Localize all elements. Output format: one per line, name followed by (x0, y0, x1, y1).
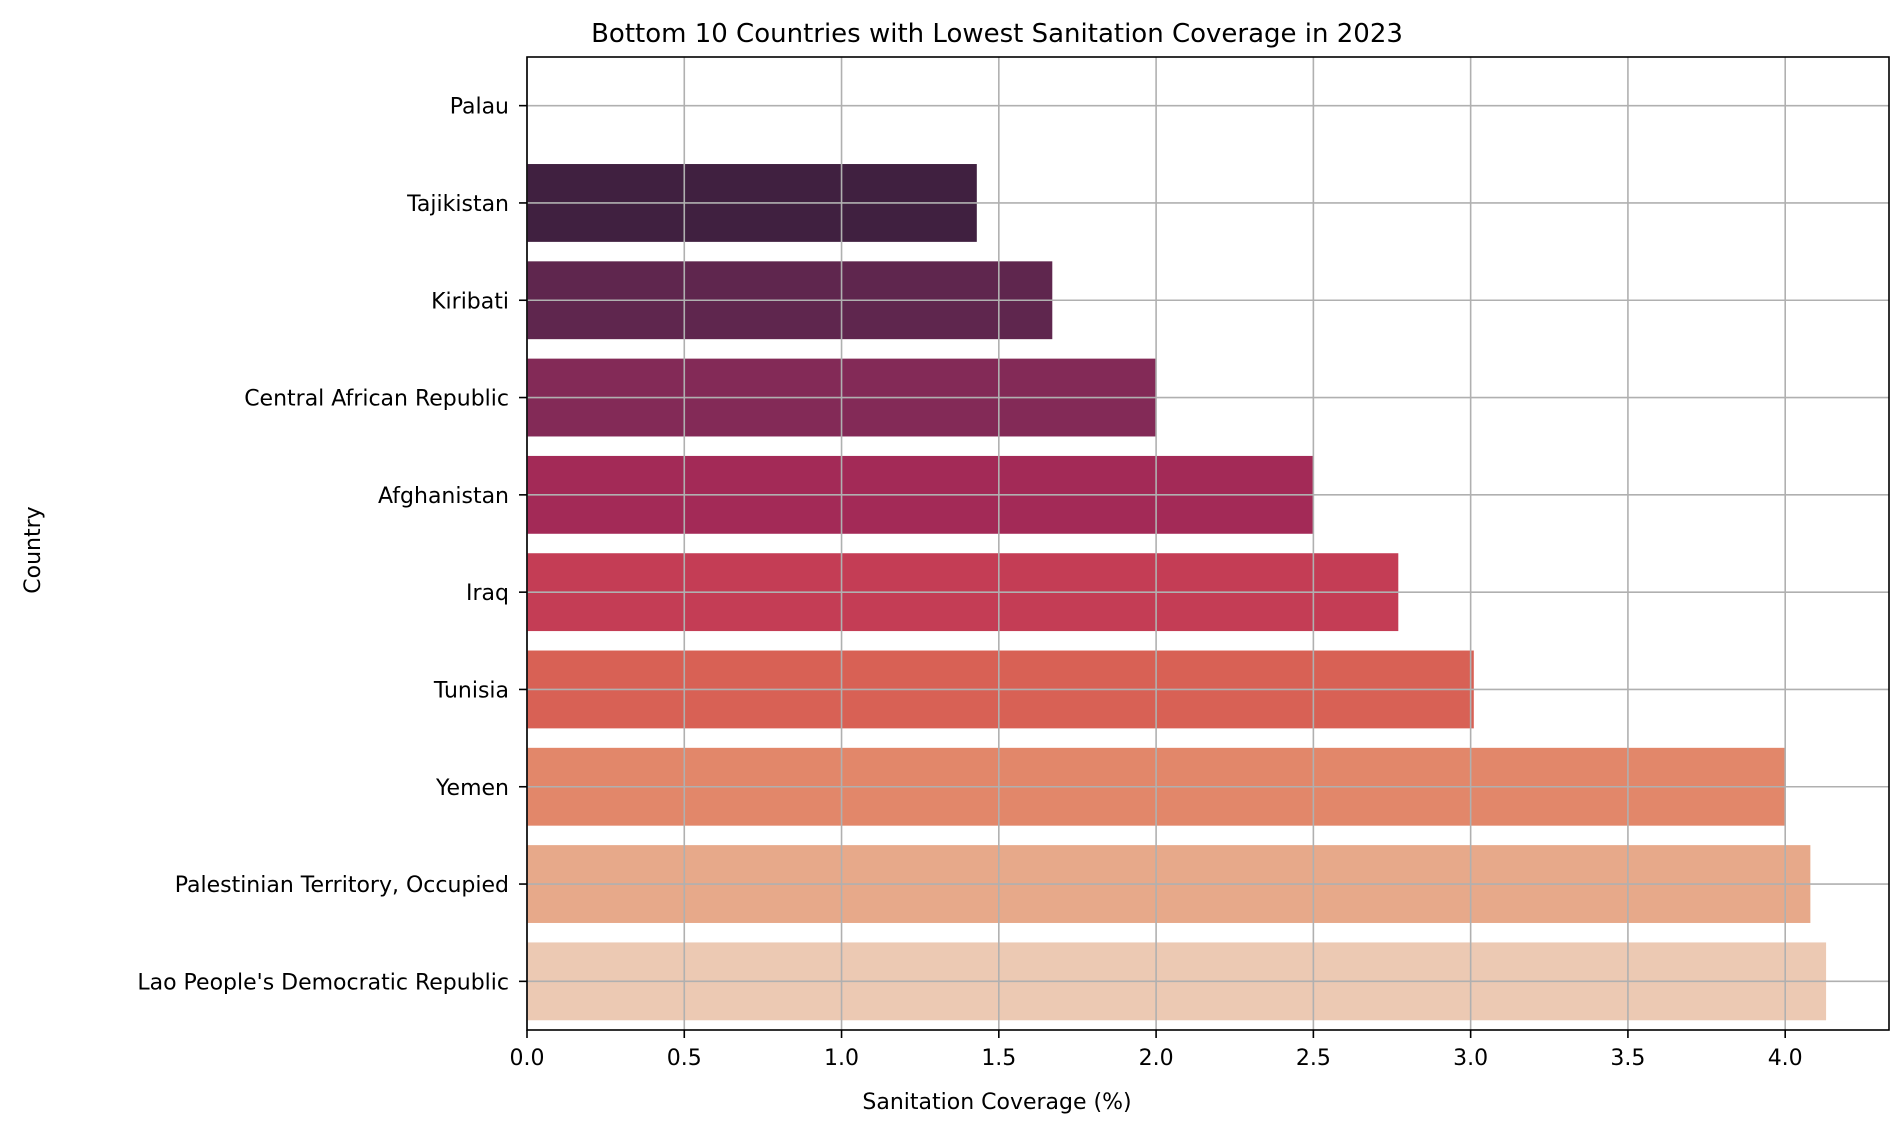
x-tick-label: 0.5 (667, 1046, 702, 1071)
x-tick-label: 3.0 (1453, 1046, 1488, 1071)
chart-title: Bottom 10 Countries with Lowest Sanitati… (591, 19, 1403, 49)
x-tick-label: 3.5 (1610, 1046, 1645, 1071)
y-tick-label: Palestinian Territory, Occupied (175, 873, 509, 898)
y-tick-label: Yemen (435, 776, 509, 801)
y-tick-label: Kiribati (431, 289, 509, 314)
y-tick-label: Iraq (466, 581, 509, 606)
x-tick-label: 1.5 (981, 1046, 1016, 1071)
x-tick-label: 0.0 (510, 1046, 545, 1071)
y-axis-label: Country (21, 506, 46, 593)
y-tick-label: Lao People's Democratic Republic (137, 970, 509, 995)
x-tick-label: 1.0 (824, 1046, 859, 1071)
x-tick-label: 2.5 (1296, 1046, 1331, 1071)
y-tick-label: Central African Republic (244, 387, 509, 412)
plot-area: 0.0 0.5 1.0 1.5 2.0 2.5 3.0 3.5 4.0 Palau Tajikist… (137, 56, 1890, 1071)
y-tick-label: Afghanistan (378, 484, 509, 509)
x-tick-label: 4.0 (1768, 1046, 1803, 1071)
x-axis-label: Sanitation Coverage (%) (862, 1090, 1131, 1115)
y-tick-label: Tajikistan (406, 192, 509, 217)
y-tick-label: Palau (450, 95, 509, 120)
x-tick-label: 2.0 (1139, 1046, 1174, 1071)
y-tick-label: Tunisia (433, 678, 509, 703)
plot-frame (526, 56, 1890, 1031)
